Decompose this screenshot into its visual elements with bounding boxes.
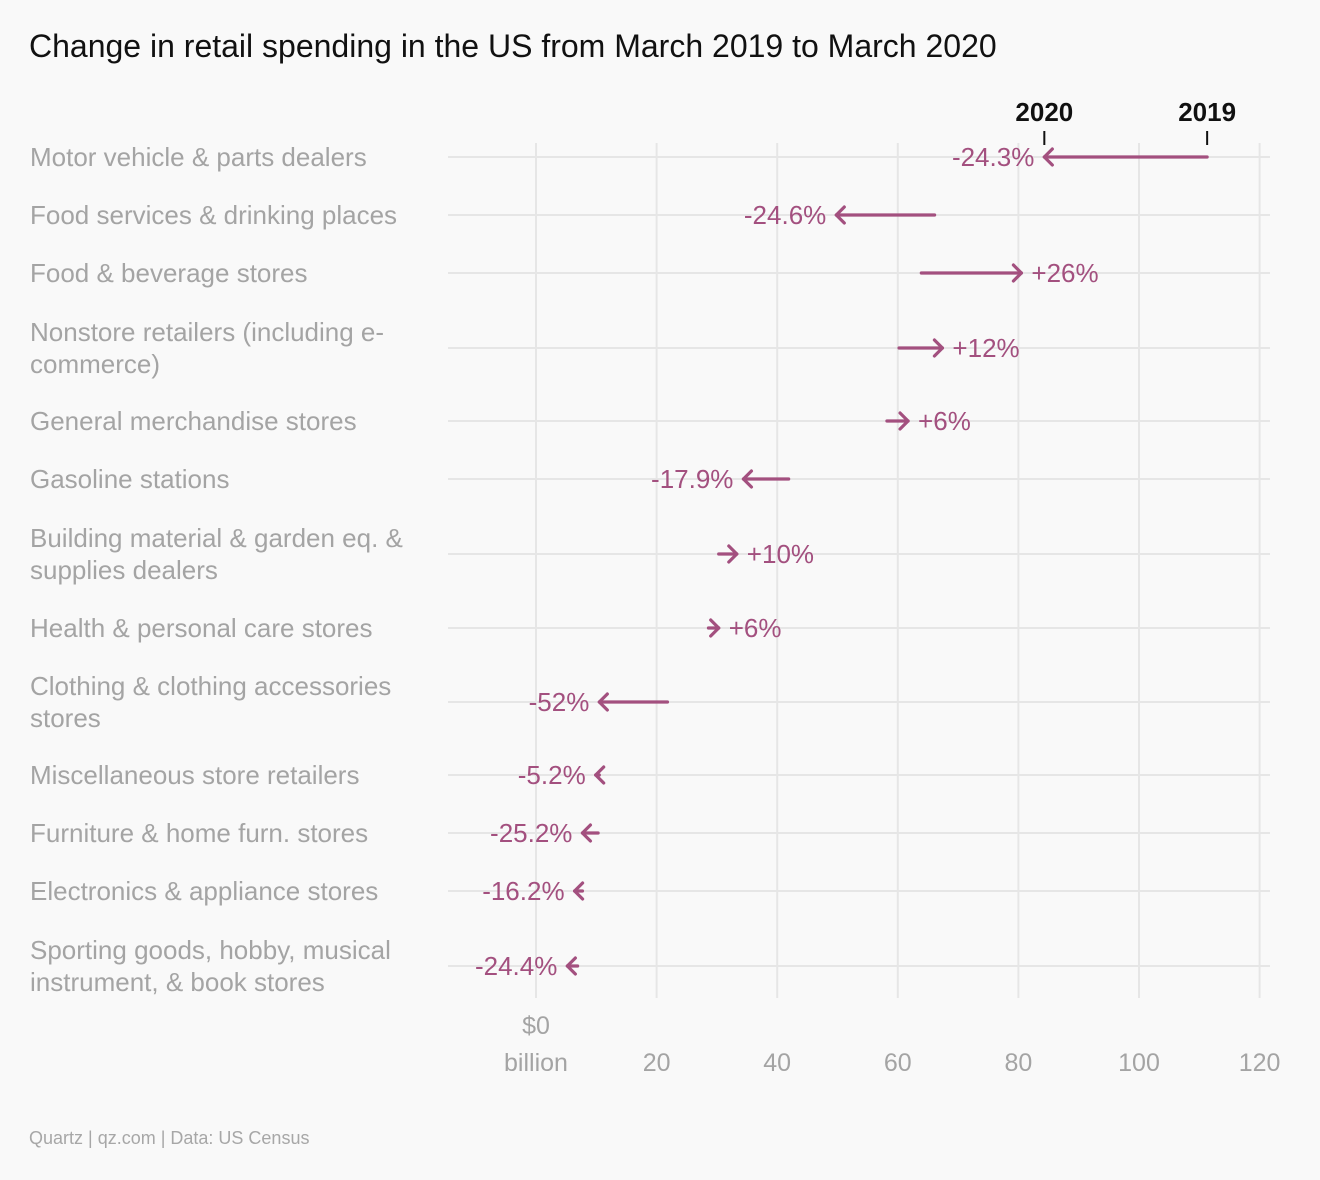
arrow-head <box>580 823 593 843</box>
change-label: -25.2% <box>490 818 572 848</box>
category-label-line: General merchandise stores <box>30 406 357 436</box>
x-tick-line: billion <box>504 1049 568 1077</box>
arrow-head <box>741 469 754 489</box>
arrow <box>565 956 580 976</box>
arrows <box>565 147 1209 976</box>
arrow-head <box>932 338 945 358</box>
arrow <box>885 411 910 431</box>
category-label-line: Sporting goods, hobby, musical <box>30 935 391 965</box>
category-label: General merchandise stores <box>30 406 357 436</box>
x-tick-line: $0 <box>522 1012 550 1040</box>
category-label-line: supplies dealers <box>30 555 218 585</box>
change-label: -24.3% <box>952 142 1034 172</box>
arrow <box>897 338 945 358</box>
arrow <box>1042 147 1209 167</box>
source-note: Quartz | qz.com | Data: US Census <box>29 1128 310 1148</box>
arrow-head <box>1042 147 1054 167</box>
change-label: -17.9% <box>651 464 733 494</box>
category-label-line: Health & personal care stores <box>30 613 373 643</box>
arrow-head <box>834 205 846 225</box>
arrow-head <box>594 765 606 785</box>
category-label: Gasoline stations <box>30 464 229 494</box>
category-label: Sporting goods, hobby, musical instrument… <box>30 935 391 997</box>
x-tick-label: 60 <box>884 1049 912 1077</box>
arrow <box>834 205 937 225</box>
category-label: Nonstore retailers (including e-commerce… <box>30 317 384 379</box>
change-label: +26% <box>1031 258 1098 288</box>
category-label-line: instrument, & book stores <box>30 967 325 997</box>
arrow-head <box>597 692 609 712</box>
arrow <box>580 823 600 843</box>
arrow <box>717 544 739 564</box>
category-label: Miscellaneous store retailers <box>30 760 359 790</box>
arrow-head <box>1011 263 1024 283</box>
arrow-head <box>709 618 721 638</box>
arrow-head <box>898 411 910 431</box>
x-tick-line: 100 <box>1118 1049 1160 1077</box>
category-label: Motor vehicle & parts dealers <box>30 142 367 172</box>
legend-2019-label: 2019 <box>1178 97 1236 127</box>
category-label-line: Building material & garden eq. & <box>30 523 403 553</box>
change-label: -16.2% <box>482 876 564 906</box>
arrow <box>594 765 606 785</box>
category-label-line: Food & beverage stores <box>30 258 308 288</box>
change-label: -24.6% <box>744 200 826 230</box>
category-label-line: Motor vehicle & parts dealers <box>30 142 367 172</box>
x-axis-ticks: $0 billion 20 40 60 80 100 120 <box>504 1012 1280 1077</box>
category-label-line: Nonstore retailers (including e- <box>30 317 384 347</box>
change-label: -24.4% <box>475 951 557 981</box>
change-label: +6% <box>729 613 782 643</box>
category-label: Building material & garden eq. & supplies… <box>30 523 403 585</box>
category-label: Furniture & home furn. stores <box>30 818 368 848</box>
change-label: +10% <box>747 539 814 569</box>
gridlines <box>535 143 1261 998</box>
x-tick-line: 80 <box>1004 1049 1032 1077</box>
arrow-head <box>727 544 739 564</box>
category-label-line: Miscellaneous store retailers <box>30 760 359 790</box>
arrow <box>597 692 670 712</box>
category-label: Clothing & clothing accessories stores <box>30 671 391 733</box>
x-tick-line: 20 <box>643 1049 671 1077</box>
arrow <box>706 618 721 638</box>
x-tick-label: $0 billion <box>504 1012 568 1077</box>
category-label-line: Electronics & appliance stores <box>30 876 378 906</box>
x-tick-label: 120 <box>1239 1049 1281 1077</box>
x-tick-line: 60 <box>884 1049 912 1077</box>
arrow <box>741 469 791 489</box>
arrow-head <box>565 956 577 976</box>
category-label-line: Food services & drinking places <box>30 200 397 230</box>
category-labels: Motor vehicle & parts dealers Food servic… <box>30 142 403 997</box>
category-label: Electronics & appliance stores <box>30 876 378 906</box>
x-tick-line: 120 <box>1239 1049 1281 1077</box>
change-label: +12% <box>952 333 1019 363</box>
arrow-head <box>572 881 585 901</box>
arrow <box>919 263 1024 283</box>
x-tick-label: 80 <box>1004 1049 1032 1077</box>
category-label-line: Furniture & home furn. stores <box>30 818 368 848</box>
x-tick-label: 100 <box>1118 1049 1160 1077</box>
legend-2020-label: 2020 <box>1015 97 1073 127</box>
change-label: +6% <box>918 406 971 436</box>
category-label-line: commerce) <box>30 349 160 379</box>
row-lines <box>448 156 1270 967</box>
legend: 2020 2019 <box>1015 97 1236 145</box>
category-label: Food services & drinking places <box>30 200 397 230</box>
category-label: Health & personal care stores <box>30 613 373 643</box>
chart-title: Change in retail spending in the US from… <box>29 28 997 64</box>
change-labels: -24.3% -24.6% +26% +12% +6% -17.9% +10% +6% -52%… <box>475 142 1099 981</box>
category-label: Food & beverage stores <box>30 258 308 288</box>
x-tick-label: 20 <box>643 1049 671 1077</box>
change-label: -5.2% <box>518 760 586 790</box>
x-tick-line: 40 <box>763 1049 791 1077</box>
change-label: -52% <box>529 687 590 717</box>
category-label-line: Gasoline stations <box>30 464 229 494</box>
arrow <box>572 881 585 901</box>
x-tick-label: 40 <box>763 1049 791 1077</box>
category-label-line: Clothing & clothing accessories <box>30 671 391 701</box>
category-label-line: stores <box>30 703 101 733</box>
